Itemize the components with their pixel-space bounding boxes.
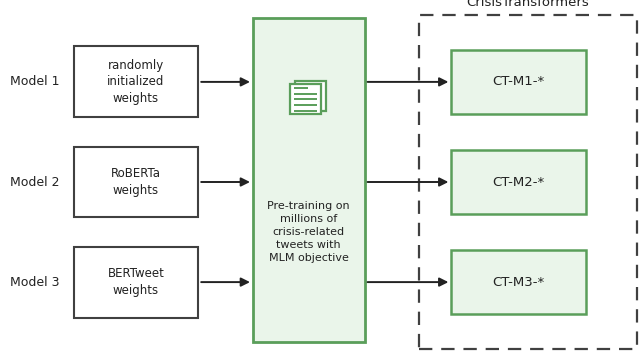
- Bar: [74, 247, 198, 317]
- Text: CrisisTransformers: CrisisTransformers: [467, 0, 589, 9]
- Bar: [253, 18, 365, 342]
- Bar: [296, 82, 326, 111]
- Bar: [291, 84, 321, 114]
- Text: Pre-training on
millions of
crisis-related
tweets with
MLM objective: Pre-training on millions of crisis-relat…: [268, 201, 350, 264]
- Text: BERTweet
weights: BERTweet weights: [108, 267, 164, 297]
- Text: randomly
initialized
weights: randomly initialized weights: [108, 59, 164, 105]
- Text: Model 3: Model 3: [10, 276, 59, 289]
- Text: CT-M2-*: CT-M2-*: [492, 175, 545, 189]
- Bar: [419, 15, 637, 349]
- Bar: [451, 250, 586, 314]
- Text: Model 2: Model 2: [10, 175, 59, 189]
- Text: CT-M1-*: CT-M1-*: [492, 75, 545, 88]
- Text: Model 1: Model 1: [10, 75, 59, 88]
- Bar: [74, 147, 198, 217]
- Bar: [451, 150, 586, 214]
- Bar: [451, 50, 586, 114]
- Text: CT-M3-*: CT-M3-*: [492, 276, 545, 289]
- Text: RoBERTa
weights: RoBERTa weights: [111, 167, 161, 197]
- Bar: [74, 46, 198, 117]
